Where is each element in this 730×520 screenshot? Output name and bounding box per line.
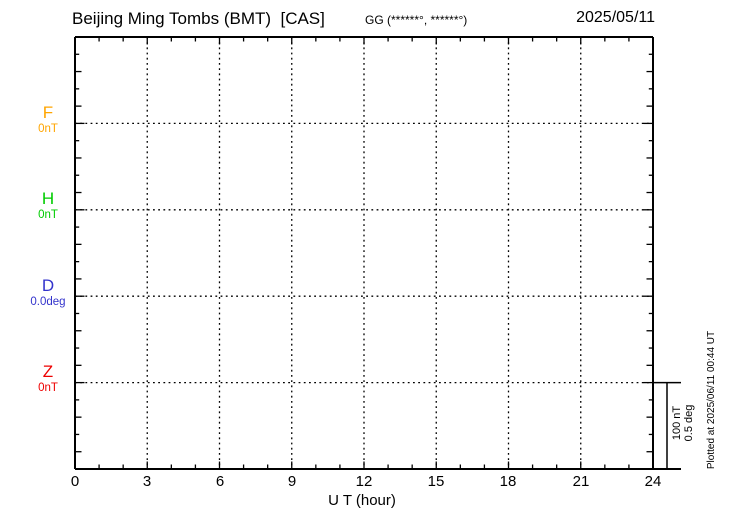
x-tick-label: 12: [355, 473, 373, 490]
plot-date: 2025/05/11: [576, 9, 655, 26]
geographic-coordinates: GG (******°, ******°): [365, 13, 468, 27]
station-title: Beijing Ming Tombs (BMT) [CAS]: [72, 9, 325, 28]
channel-label-f: F 0nT: [18, 104, 78, 136]
x-tick-label: 24: [644, 473, 662, 490]
channel-baseline-value: 0.0deg: [30, 296, 66, 308]
x-tick-label: 9: [287, 473, 297, 490]
x-tick-label: 6: [215, 473, 225, 490]
channel-letter: D: [41, 276, 55, 295]
channel-baseline-value: 0nT: [38, 382, 58, 394]
channel-label-d: D 0.0deg: [18, 277, 78, 309]
channel-baseline-value: 0nT: [38, 123, 58, 135]
x-tick-label: 15: [427, 473, 445, 490]
scale-bar-label-deg: 0.5 deg: [683, 404, 695, 442]
x-tick-label: 18: [499, 473, 517, 490]
channel-letter: H: [41, 189, 55, 208]
channel-letter: Z: [42, 362, 54, 381]
channel-label-z: Z 0nT: [18, 363, 78, 395]
x-tick-label: 21: [572, 473, 590, 490]
plotted-at-stamp: Plotted at 2025/06/11 00:44 UT: [706, 330, 717, 470]
scale-bar-label-nt: 100 nT: [671, 405, 683, 441]
channel-baseline-value: 0nT: [38, 209, 58, 221]
channel-letter: F: [42, 103, 54, 122]
channel-label-h: H 0nT: [18, 190, 78, 222]
x-tick-label: 3: [142, 473, 152, 490]
x-axis-title: U T (hour): [328, 492, 396, 509]
x-tick-label: 0: [70, 473, 80, 490]
